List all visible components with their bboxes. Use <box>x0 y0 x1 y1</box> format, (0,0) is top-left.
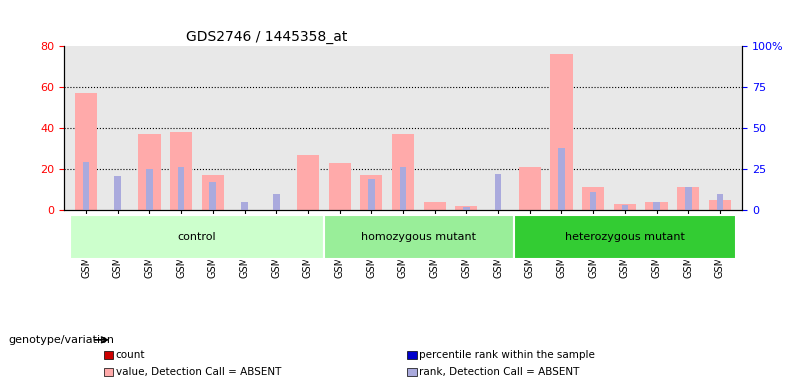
Bar <box>114 175 121 210</box>
Bar <box>495 174 501 210</box>
Bar <box>551 54 572 210</box>
Bar <box>463 207 470 210</box>
Bar <box>170 132 192 210</box>
Bar <box>717 194 723 210</box>
Bar <box>273 194 279 210</box>
Text: value, Detection Call = ABSENT: value, Detection Call = ABSENT <box>116 367 281 377</box>
Bar <box>202 175 224 210</box>
Text: count: count <box>116 350 145 360</box>
Bar <box>590 192 596 210</box>
Text: heterozygous mutant: heterozygous mutant <box>565 232 685 242</box>
Bar <box>75 93 97 210</box>
Text: control: control <box>178 232 216 242</box>
Bar <box>400 167 406 210</box>
Bar <box>558 148 565 210</box>
Bar <box>709 200 731 210</box>
Text: rank, Detection Call = ABSENT: rank, Detection Call = ABSENT <box>419 367 579 377</box>
Bar <box>360 175 382 210</box>
Bar <box>146 169 152 210</box>
Bar <box>424 202 446 210</box>
Bar <box>582 187 604 210</box>
FancyBboxPatch shape <box>324 215 514 258</box>
Bar <box>241 202 248 210</box>
Bar <box>297 155 319 210</box>
Bar <box>456 206 477 210</box>
Bar <box>138 134 160 210</box>
Bar <box>392 134 414 210</box>
Bar <box>210 182 216 210</box>
FancyBboxPatch shape <box>514 215 736 258</box>
Bar <box>83 162 89 210</box>
Bar <box>685 187 692 210</box>
Bar <box>329 163 350 210</box>
Text: genotype/variation: genotype/variation <box>8 335 114 345</box>
Bar <box>178 167 184 210</box>
Bar <box>678 187 699 210</box>
Text: percentile rank within the sample: percentile rank within the sample <box>419 350 595 360</box>
Bar <box>614 204 636 210</box>
Bar <box>519 167 541 210</box>
Bar <box>646 202 668 210</box>
Text: GDS2746 / 1445358_at: GDS2746 / 1445358_at <box>186 30 347 44</box>
FancyBboxPatch shape <box>70 215 324 258</box>
Bar <box>622 205 628 210</box>
Bar <box>368 179 374 210</box>
Bar <box>654 202 660 210</box>
Text: homozygous mutant: homozygous mutant <box>361 232 476 242</box>
